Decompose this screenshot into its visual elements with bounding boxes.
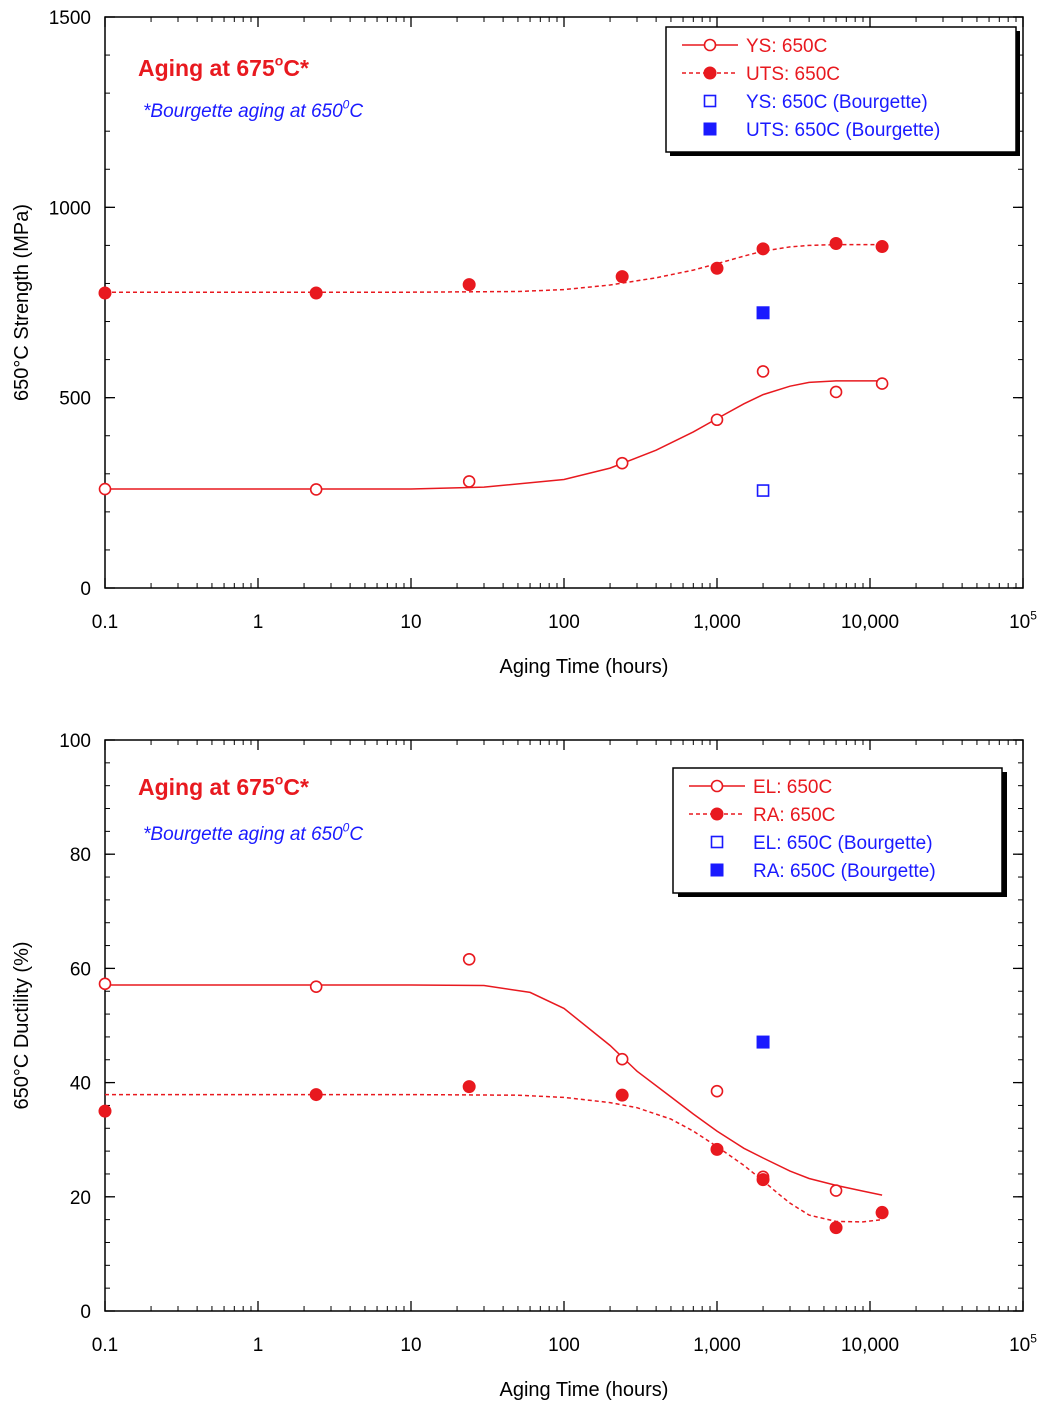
data-point-series-2: [710, 261, 724, 275]
legend-entry: EL: 650C: [753, 777, 832, 798]
legend-marker: [710, 807, 724, 821]
x-minor-ticks: [105, 739, 1023, 1312]
annotation-bourgette-note: *Bourgette aging at 6500C: [143, 820, 363, 845]
legend-marker: [703, 122, 717, 136]
legend-entry: YS: 650C: [746, 36, 827, 57]
y-tick-label: 1000: [49, 198, 91, 219]
data-point-series-1: [309, 483, 323, 496]
x-tick-label: 10,000: [841, 612, 899, 633]
data-point-series-1: [462, 475, 476, 488]
data-point-series-1: [829, 385, 843, 399]
data-point-series-1: [615, 456, 629, 470]
x-tick-label: 1: [253, 612, 264, 633]
legend-marker: [710, 835, 724, 849]
legend-box: [672, 767, 1003, 894]
data-point-series-1: [462, 952, 476, 966]
x-tick-label: 105: [1009, 608, 1037, 633]
x-tick-label: 10: [400, 1335, 421, 1356]
chart-1: 0.1 1 10 100 1,000 10,000 105 0 500 1000 1500 Aging…: [11, 8, 1037, 678]
data-point-series-1: [829, 1184, 843, 1197]
x-tick-label: 105: [1009, 1331, 1037, 1356]
legend-entry: YS: 650C (Bourgette): [746, 92, 928, 113]
x-tick-label: 1,000: [693, 612, 741, 633]
x-axis-title: Aging Time (hours): [500, 1379, 669, 1401]
legend-box: [665, 26, 1017, 153]
data-point-series-2: [309, 286, 323, 300]
x-tick-label: 0.1: [92, 612, 118, 633]
data-point-series-2: [615, 270, 629, 284]
legend-entry: EL: 650C (Bourgette): [753, 833, 933, 854]
y-tick-label: 0: [80, 579, 91, 600]
x-tick-label: 1,000: [693, 1335, 741, 1356]
data-point-series-2: [615, 1088, 629, 1102]
legend: YS: 650C UTS: 650C YS: 650C (Bourgette) UTS…: [665, 26, 1020, 156]
data-point-series-1: [615, 1052, 629, 1066]
data-point-series-1: [875, 377, 889, 390]
fit-curve-2: [105, 243, 883, 293]
data-point-series-2: [829, 236, 843, 250]
y-axis-title: 650°C Strength (MPa): [11, 204, 33, 401]
data-point-series-2: [756, 1173, 770, 1187]
data-point-series-1: [756, 365, 770, 378]
y-tick-label: 1500: [49, 8, 91, 29]
y-tick-label: 100: [59, 731, 91, 752]
legend-marker: [703, 66, 717, 80]
data-point-series-2: [829, 1221, 843, 1235]
data-point-series-2: [462, 278, 476, 292]
data-point-series-2: [875, 240, 889, 254]
x-tick-label: 0.1: [92, 1335, 118, 1356]
data-point-series-3: [756, 484, 770, 497]
legend-marker: [703, 38, 717, 52]
data-point-series-4: [756, 306, 770, 320]
data-point-series-2: [98, 286, 112, 300]
legend-marker: [710, 779, 724, 793]
data-point-series-1: [710, 1084, 724, 1098]
legend-entry: UTS: 650C (Bourgette): [746, 120, 940, 141]
fit-curve-1: [105, 984, 883, 1196]
y-tick-label: 500: [59, 389, 91, 410]
y-tick-label: 40: [70, 1074, 91, 1095]
annotation-aging-temp: Aging at 675oC*: [138, 772, 309, 800]
data-point-series-1: [309, 980, 323, 993]
data-point-series-2: [710, 1142, 724, 1156]
legend-marker: [710, 863, 724, 877]
x-tick-label: 100: [548, 1335, 580, 1356]
legend-entry: RA: 650C (Bourgette): [753, 861, 936, 882]
x-tick-label: 100: [548, 612, 580, 633]
chart-2: 0.1 1 10 100 1,000 10,000 105 0 20 40 60 80 100 Aging…: [11, 731, 1037, 1401]
data-point-series-4: [756, 1035, 770, 1049]
x-tick-label: 10,000: [841, 1335, 899, 1356]
data-point-series-1: [710, 413, 724, 427]
y-tick-label: 0: [80, 1302, 91, 1323]
annotation-aging-temp: Aging at 675oC*: [138, 53, 309, 81]
data-point-series-1: [98, 482, 112, 496]
annotation-bourgette-note: *Bourgette aging at 6500C: [143, 97, 363, 122]
x-tick-label: 10: [400, 612, 421, 633]
fit-curve-1: [105, 380, 883, 490]
y-axis-title: 650°C Ductility (%): [11, 941, 33, 1109]
data-point-series-2: [462, 1080, 476, 1094]
data-point-series-2: [309, 1088, 323, 1102]
data-point-series-2: [98, 1104, 112, 1118]
legend-entry: RA: 650C: [753, 805, 835, 826]
x-tick-label: 1: [253, 1335, 264, 1356]
data-point-series-2: [875, 1206, 889, 1220]
y-tick-label: 60: [70, 959, 91, 980]
y-tick-label: 20: [70, 1188, 91, 1209]
data-point-series-1: [98, 977, 112, 991]
x-minor-ticks: [105, 16, 1023, 589]
legend-entry: UTS: 650C: [746, 64, 840, 85]
x-axis-title: Aging Time (hours): [500, 656, 669, 678]
data-point-series-2: [756, 242, 770, 256]
fit-curve-2: [105, 1093, 883, 1223]
legend-marker: [703, 94, 717, 108]
legend: EL: 650C RA: 650C EL: 650C (Bourgette) RA: …: [672, 767, 1007, 897]
y-tick-label: 80: [70, 845, 91, 866]
